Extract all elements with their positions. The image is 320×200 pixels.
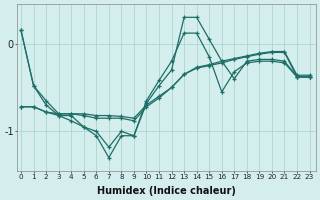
X-axis label: Humidex (Indice chaleur): Humidex (Indice chaleur) [97, 186, 236, 196]
